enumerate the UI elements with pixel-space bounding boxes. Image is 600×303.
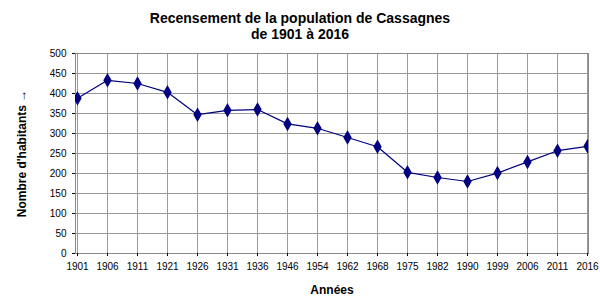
- svg-text:1911: 1911: [127, 261, 149, 272]
- svg-text:1990: 1990: [456, 261, 479, 272]
- svg-text:1931: 1931: [216, 261, 239, 272]
- svg-text:1921: 1921: [156, 261, 179, 272]
- svg-text:250: 250: [50, 148, 67, 159]
- svg-text:50: 50: [55, 228, 67, 239]
- svg-text:1946: 1946: [276, 261, 299, 272]
- svg-text:0: 0: [61, 248, 67, 259]
- svg-text:1901: 1901: [66, 261, 89, 272]
- svg-text:1982: 1982: [426, 261, 449, 272]
- svg-text:150: 150: [50, 188, 67, 199]
- svg-text:350: 350: [50, 108, 67, 119]
- svg-text:200: 200: [50, 168, 67, 179]
- svg-text:500: 500: [50, 48, 67, 59]
- svg-text:2016: 2016: [576, 261, 599, 272]
- svg-text:2006: 2006: [516, 261, 539, 272]
- svg-text:Années: Années: [310, 283, 354, 297]
- html-text:Recensement de la population d: Recensement de la population de Cassagne…: [149, 10, 451, 26]
- svg-text:100: 100: [50, 208, 67, 219]
- svg-text:Nombre d'habitants →: Nombre d'habitants →: [15, 90, 29, 218]
- svg-text:2011: 2011: [547, 261, 569, 272]
- svg-text:1936: 1936: [246, 261, 269, 272]
- svg-text:300: 300: [50, 128, 67, 139]
- svg-text:1954: 1954: [306, 261, 329, 272]
- svg-text:1968: 1968: [366, 261, 389, 272]
- svg-text:400: 400: [50, 88, 67, 99]
- svg-text:1926: 1926: [186, 261, 209, 272]
- svg-text:1906: 1906: [96, 261, 119, 272]
- svg-text:1999: 1999: [486, 261, 509, 272]
- svg-text:1962: 1962: [336, 261, 359, 272]
- html-text:de 1901 à 2016: de 1901 à 2016: [251, 26, 349, 42]
- svg-text:450: 450: [50, 68, 67, 79]
- svg-text:1975: 1975: [396, 261, 419, 272]
